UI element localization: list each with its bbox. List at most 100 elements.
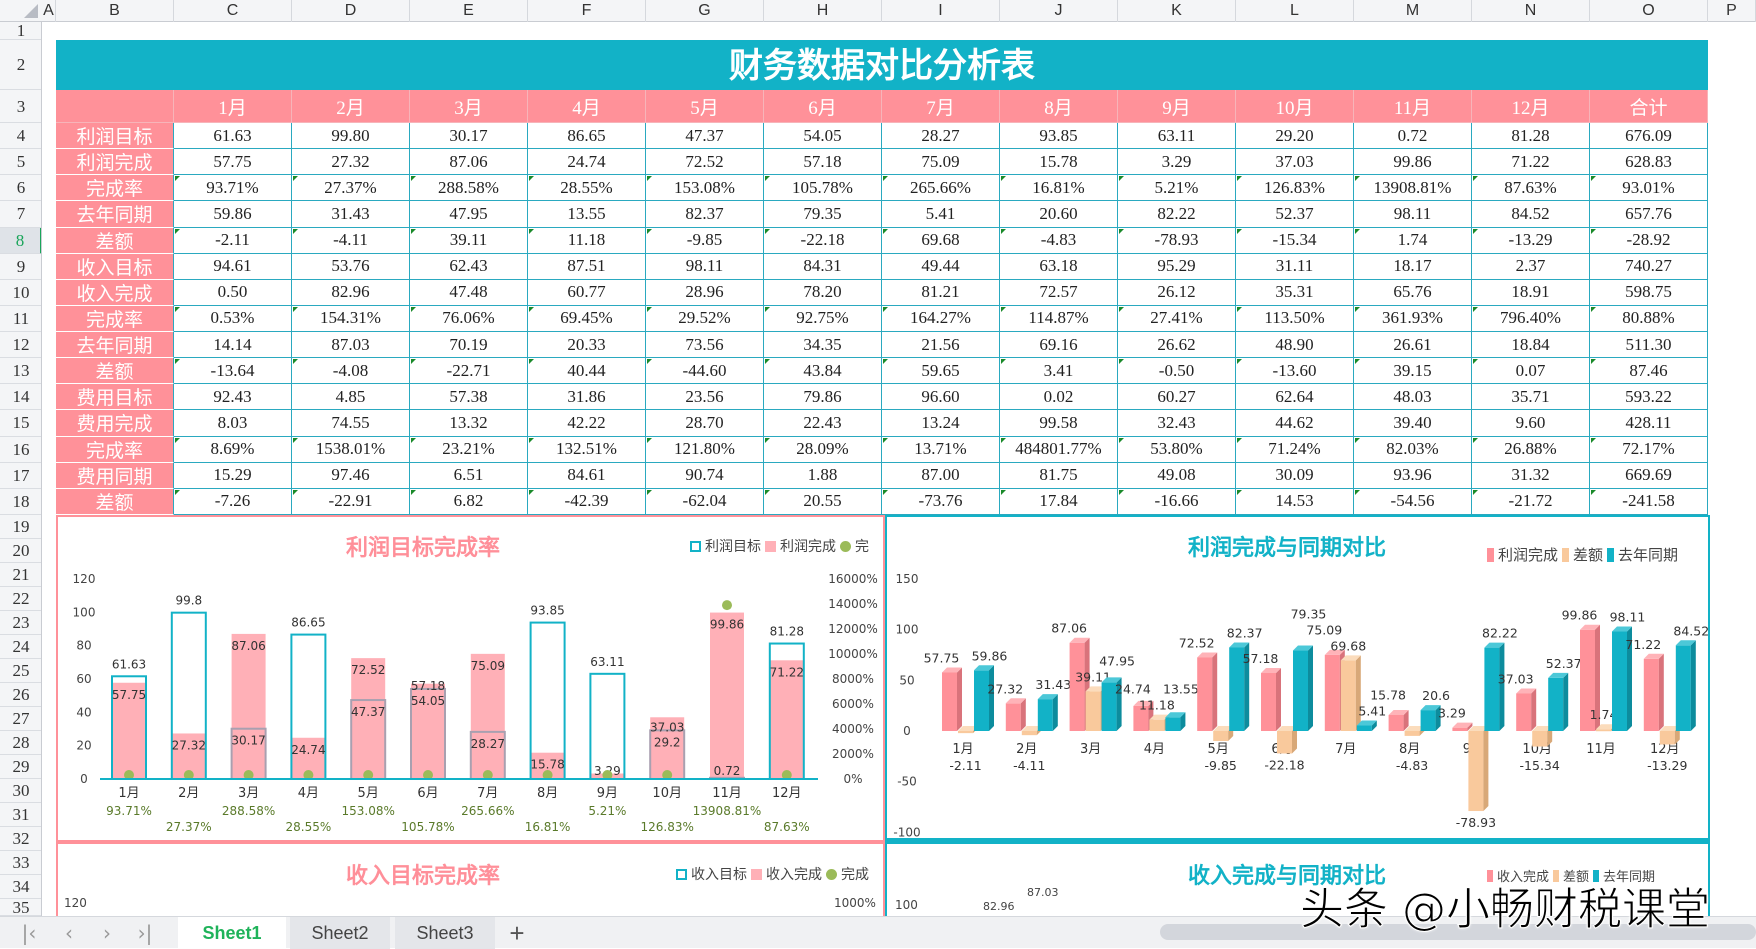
table-cell[interactable]: 9.60 xyxy=(1472,410,1590,437)
bar-lastyear[interactable] xyxy=(1101,677,1122,731)
table-cell[interactable]: -4.08 xyxy=(292,358,410,385)
table-cell[interactable]: 361.93% xyxy=(1354,305,1472,333)
table-cell[interactable]: 81.28 xyxy=(1472,123,1590,150)
table-cell[interactable]: 23.21% xyxy=(410,436,528,463)
table-cell[interactable]: -22.18 xyxy=(764,227,882,254)
table-cell[interactable]: 28.27 xyxy=(882,123,1000,150)
actual-bar[interactable] xyxy=(650,717,685,779)
table-cell[interactable]: 99.80 xyxy=(292,123,410,150)
table-cell[interactable]: 93.96 xyxy=(1354,462,1472,489)
bar-actual[interactable] xyxy=(1005,698,1026,731)
table-cell[interactable]: 48.90 xyxy=(1236,332,1354,359)
table-cell[interactable]: 31.11 xyxy=(1236,253,1354,280)
table-cell[interactable]: 23.56 xyxy=(646,384,764,411)
row-header-35[interactable]: 35 xyxy=(0,899,41,916)
table-cell[interactable]: 18.84 xyxy=(1472,332,1590,359)
table-cell[interactable]: 84.31 xyxy=(764,253,882,280)
actual-bar[interactable] xyxy=(112,682,146,779)
column-header-o[interactable]: O xyxy=(1590,0,1708,22)
table-cell[interactable]: 27.41% xyxy=(1118,305,1236,333)
table-cell[interactable]: 52.37 xyxy=(1236,201,1354,228)
table-cell[interactable]: 44.62 xyxy=(1236,410,1354,437)
table-cell[interactable]: 15.78 xyxy=(1000,149,1118,176)
table-cell[interactable]: 0.72 xyxy=(1354,123,1472,150)
table-cell[interactable]: 593.22 xyxy=(1590,384,1708,411)
rate-dot[interactable] xyxy=(183,770,194,780)
table-cell[interactable]: 69.68 xyxy=(882,227,1000,254)
table-cell[interactable]: 70.19 xyxy=(410,332,528,359)
table-cell[interactable]: 42.22 xyxy=(528,410,646,437)
table-cell[interactable]: 60.77 xyxy=(528,279,646,306)
bar-actual[interactable] xyxy=(1197,652,1218,731)
rate-dot[interactable] xyxy=(542,770,553,780)
column-header-g[interactable]: G xyxy=(646,0,764,22)
row-header-19[interactable]: 19 xyxy=(0,515,41,539)
table-cell[interactable]: -0.50 xyxy=(1118,358,1236,385)
table-cell[interactable]: 20.60 xyxy=(1000,201,1118,228)
table-cell[interactable]: 93.01% xyxy=(1590,175,1708,202)
column-header-c[interactable]: C xyxy=(174,0,292,22)
row-header-17[interactable]: 17 xyxy=(0,463,41,489)
table-cell[interactable]: -44.60 xyxy=(646,358,764,385)
table-cell[interactable]: 95.29 xyxy=(1118,253,1236,280)
bar-lastyear[interactable] xyxy=(1420,705,1441,731)
table-cell[interactable]: -4.83 xyxy=(1000,227,1118,254)
row-header-18[interactable]: 18 xyxy=(0,489,41,515)
table-cell[interactable]: -73.76 xyxy=(882,488,1000,515)
table-cell[interactable]: 84.61 xyxy=(528,462,646,489)
sheet-title[interactable]: 财务数据对比分析表 xyxy=(56,40,1708,90)
table-cell[interactable]: 14.14 xyxy=(174,332,292,359)
table-cell[interactable]: -42.39 xyxy=(528,488,646,515)
table-cell[interactable]: -22.71 xyxy=(410,358,528,385)
bar-actual[interactable] xyxy=(942,667,962,731)
table-cell[interactable]: 79.35 xyxy=(764,201,882,228)
table-cell[interactable]: 114.87% xyxy=(1000,305,1118,333)
table-cell[interactable]: 22.43 xyxy=(764,410,882,437)
table-cell[interactable]: 288.58% xyxy=(410,175,528,202)
table-cell[interactable]: 27.37% xyxy=(292,175,410,202)
table-cell[interactable]: 72.17% xyxy=(1590,436,1708,463)
column-header-n[interactable]: N xyxy=(1472,0,1590,22)
row-header-31[interactable]: 31 xyxy=(0,803,41,827)
table-cell[interactable]: 47.95 xyxy=(410,201,528,228)
table-cell[interactable]: 74.55 xyxy=(292,410,410,437)
column-header-d[interactable]: D xyxy=(292,0,410,22)
table-cell[interactable]: -13.60 xyxy=(1236,358,1354,385)
table-cell[interactable]: 6.82 xyxy=(410,488,528,515)
horizontal-scrollbar[interactable] xyxy=(1160,924,1756,940)
table-cell[interactable]: 0.07 xyxy=(1472,358,1590,385)
table-cell[interactable]: 75.09 xyxy=(882,149,1000,176)
table-cell[interactable]: 39.15 xyxy=(1354,358,1472,385)
table-cell[interactable]: 37.03 xyxy=(1236,149,1354,176)
column-header-e[interactable]: E xyxy=(410,0,528,22)
table-cell[interactable]: 62.64 xyxy=(1236,384,1354,411)
table-cell[interactable]: 80.88% xyxy=(1590,305,1708,333)
table-cell[interactable]: 57.38 xyxy=(410,384,528,411)
table-cell[interactable]: -13.64 xyxy=(174,358,292,385)
column-header-p[interactable]: P xyxy=(1708,0,1756,22)
table-cell[interactable]: 69.45% xyxy=(528,305,646,333)
table-cell[interactable]: 87.51 xyxy=(528,253,646,280)
bar-actual[interactable] xyxy=(1643,653,1664,731)
last-sheet-button[interactable]: ›| xyxy=(137,921,153,945)
rate-dot[interactable] xyxy=(482,770,493,780)
bar-lastyear[interactable] xyxy=(1675,640,1696,731)
table-cell[interactable]: -21.72 xyxy=(1472,488,1590,515)
table-cell[interactable]: 13.71% xyxy=(882,436,1000,463)
table-cell[interactable]: 53.80% xyxy=(1118,436,1236,463)
table-cell[interactable]: -62.04 xyxy=(646,488,764,515)
table-cell[interactable]: 153.08% xyxy=(646,175,764,202)
table-cell[interactable]: -7.26 xyxy=(174,488,292,515)
bar-diff[interactable] xyxy=(1532,726,1553,747)
table-cell[interactable]: -13.29 xyxy=(1472,227,1590,254)
bar-lastyear[interactable] xyxy=(1293,645,1313,731)
table-cell[interactable]: 82.37 xyxy=(646,201,764,228)
bar-actual[interactable] xyxy=(1452,722,1473,731)
table-cell[interactable]: 98.11 xyxy=(646,253,764,280)
column-header-f[interactable]: F xyxy=(528,0,646,22)
table-cell[interactable]: 2.37 xyxy=(1472,253,1590,280)
column-header-b[interactable]: B xyxy=(56,0,174,22)
table-cell[interactable]: -78.93 xyxy=(1118,227,1236,254)
rate-dot[interactable] xyxy=(602,770,613,780)
table-cell[interactable]: 82.22 xyxy=(1118,201,1236,228)
